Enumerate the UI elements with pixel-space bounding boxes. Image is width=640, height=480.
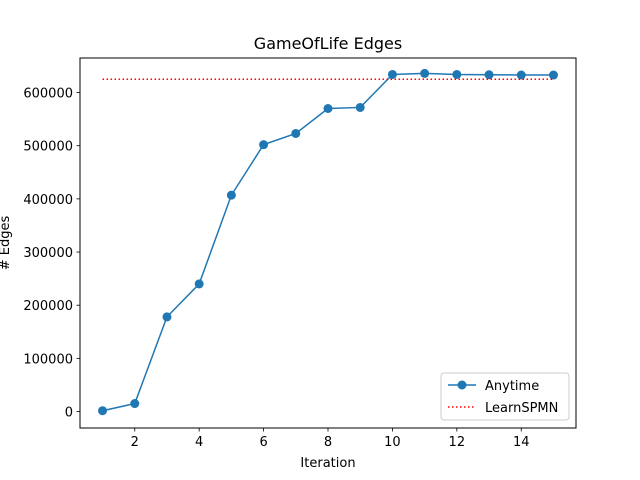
x-tick-label: 4 <box>195 435 203 450</box>
x-axis: 2 4 6 8 10 12 14 <box>131 428 530 450</box>
x-tick-label: 6 <box>259 435 267 450</box>
data-point <box>226 190 236 200</box>
x-tick-label: 2 <box>131 435 139 450</box>
data-point <box>355 102 365 112</box>
data-point <box>259 140 269 150</box>
legend: Anytime LearnSPMN <box>440 372 570 421</box>
chart-title: GameOfLife Edges <box>254 34 402 53</box>
y-tick-label: 300000 <box>23 246 73 261</box>
y-tick-label: 200000 <box>23 299 73 314</box>
data-point <box>162 312 172 322</box>
data-point <box>130 399 140 409</box>
data-point <box>516 70 526 80</box>
y-tick-label: 400000 <box>23 193 73 208</box>
data-point <box>291 128 301 138</box>
x-tick-label: 12 <box>449 435 466 450</box>
data-point <box>484 70 494 80</box>
data-point <box>323 104 333 114</box>
legend-anytime-label: Anytime <box>485 379 539 394</box>
y-tick-label: 100000 <box>23 352 73 367</box>
x-tick-label: 8 <box>324 435 332 450</box>
data-point <box>548 70 558 80</box>
data-point <box>194 279 204 289</box>
y-tick-label: 500000 <box>23 140 73 155</box>
y-tick-label: 0 <box>65 406 73 421</box>
y-tick-label: 600000 <box>23 87 73 102</box>
y-axis: 0 100000 200000 300000 400000 500000 600000 <box>23 87 80 421</box>
data-point <box>387 69 397 79</box>
y-axis-label: # Edges <box>0 216 13 271</box>
series-line-anytime <box>102 72 554 412</box>
x-axis-label: Iteration <box>300 456 355 471</box>
data-point <box>98 406 108 416</box>
x-tick-label: 10 <box>384 435 401 450</box>
x-tick-label: 14 <box>513 435 530 450</box>
legend-anytime-marker <box>457 380 467 390</box>
series-layer <box>98 68 558 416</box>
legend-learnspmn-label: LearnSPMN <box>485 401 558 416</box>
data-point <box>452 69 462 79</box>
data-point <box>420 68 430 78</box>
